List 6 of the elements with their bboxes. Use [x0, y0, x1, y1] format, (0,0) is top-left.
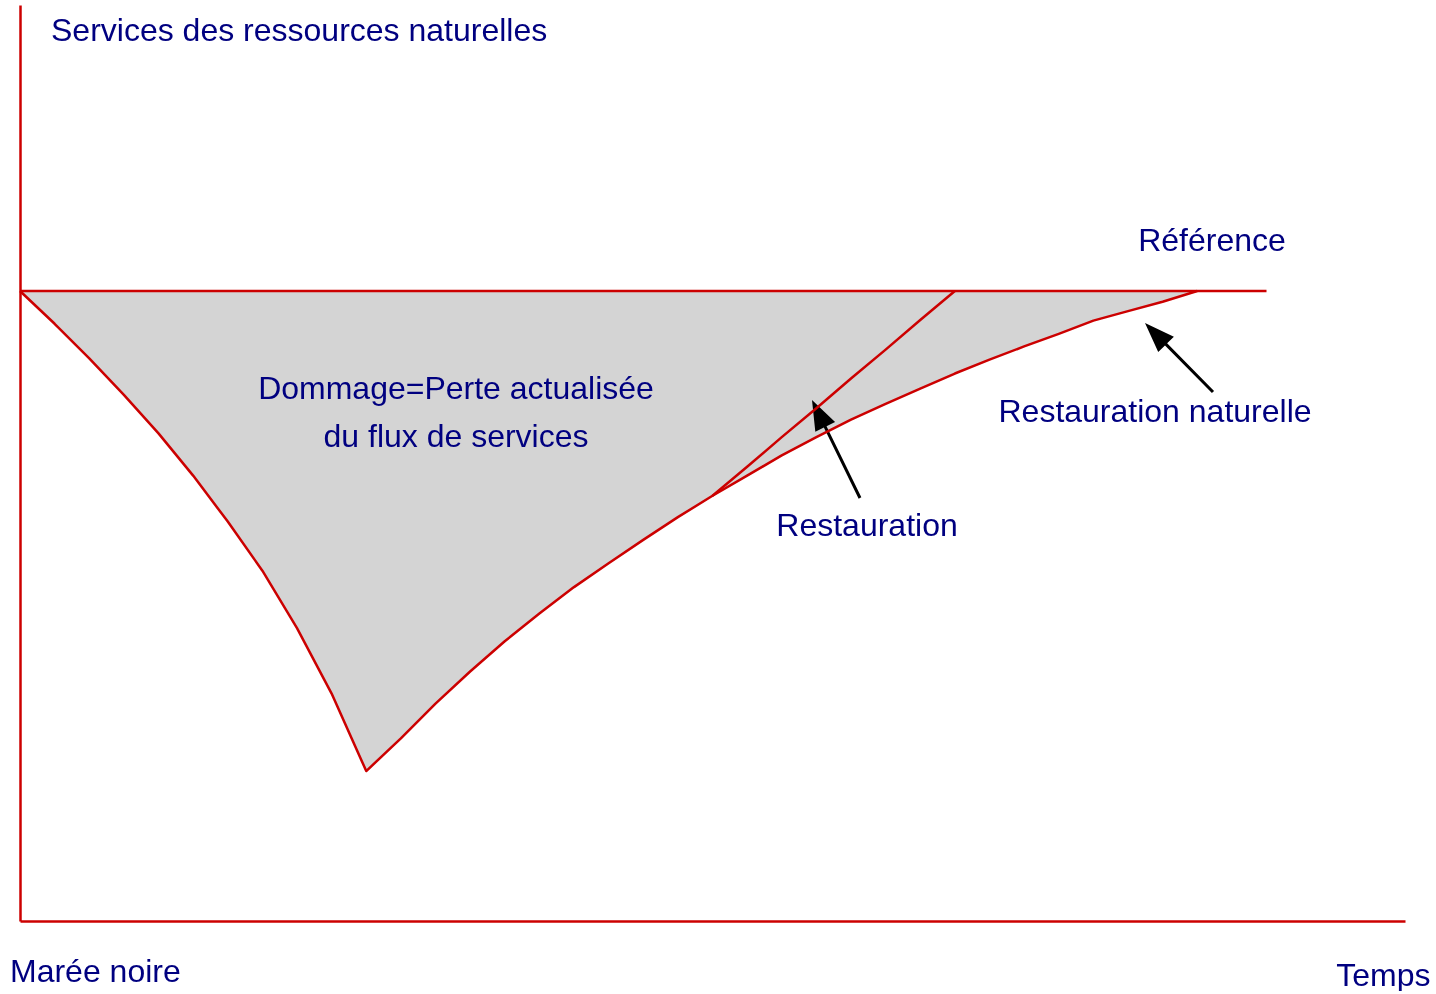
- annotation: Restauration naturelle: [998, 393, 1312, 429]
- text: Référence: [1138, 222, 1286, 258]
- annotation: Dommage=Perte actualisée du flux de services: [258, 370, 654, 454]
- text: Marée noire: [10, 953, 181, 989]
- annotation: Restauration: [776, 507, 958, 543]
- text: Services des ressources naturelles: [51, 12, 548, 48]
